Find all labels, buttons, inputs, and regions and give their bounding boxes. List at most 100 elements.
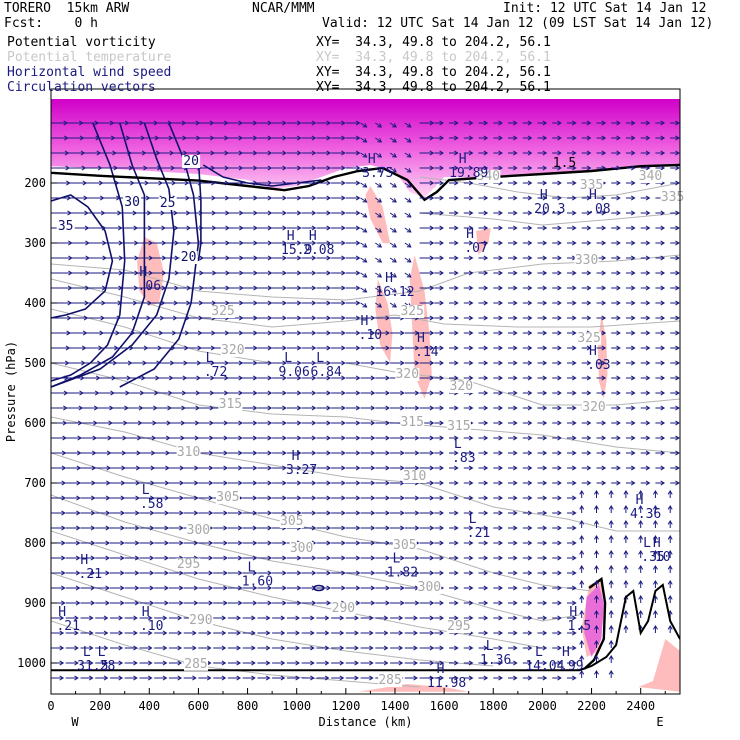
vector-head [593, 595, 599, 600]
vector-shaft [375, 287, 382, 293]
extremum-value: .08 [587, 202, 610, 217]
extremum-marker: H [142, 605, 150, 620]
vector-head [429, 570, 435, 576]
speed-label-bg [123, 195, 142, 209]
vector-head [616, 315, 621, 321]
vector-head [267, 300, 273, 306]
vector-head [630, 405, 636, 411]
vector-head [571, 570, 577, 576]
vector-head [593, 640, 599, 645]
vector-head [527, 435, 533, 441]
vector-head [369, 630, 374, 636]
vector-head [135, 495, 140, 501]
vector-shaft [404, 152, 412, 158]
vector-head [311, 240, 317, 246]
vector-head [483, 240, 489, 246]
vector-head [383, 615, 389, 621]
vector-head [498, 465, 503, 471]
vector-head [542, 315, 548, 321]
vector-head [667, 565, 673, 570]
vector-head [311, 375, 317, 381]
theta-label-bg [574, 254, 599, 267]
vector-head [586, 300, 592, 306]
vector-head [149, 540, 155, 546]
vector-head [267, 435, 273, 441]
vector-head [468, 240, 474, 246]
extremum-value: 1.36 [480, 653, 511, 668]
vector-head [355, 495, 361, 501]
vector-head [429, 600, 435, 606]
y-tick-label: 800 [24, 536, 46, 550]
vector-shaft [360, 122, 367, 128]
vector-head [557, 630, 562, 636]
vector-head [660, 240, 666, 246]
extremum-value: .58 [140, 497, 163, 512]
vector-head [630, 315, 636, 321]
vector-head [326, 225, 332, 231]
vector-head [439, 615, 444, 621]
vector-head [483, 360, 489, 366]
vector-head [238, 480, 243, 486]
vector-head [429, 525, 435, 531]
vector-head [513, 165, 518, 171]
vector-head [630, 270, 636, 276]
vector-head [675, 345, 680, 351]
vector-head [398, 645, 404, 651]
vector-head [593, 490, 599, 495]
vector-head [468, 540, 474, 546]
vector-head [326, 300, 332, 306]
vector-head [221, 645, 227, 651]
extremum-value: .07 [464, 241, 487, 256]
vector-head [571, 435, 577, 441]
vector-head [377, 168, 383, 173]
vector-head [75, 570, 81, 576]
vector-head [660, 330, 666, 336]
vector-head [362, 243, 368, 248]
vector-head [630, 225, 636, 231]
vector-head [593, 550, 599, 555]
vector-head [355, 390, 361, 396]
vector-head [355, 375, 361, 381]
vector-head [75, 585, 81, 591]
vector-head [355, 135, 361, 141]
vector-head [468, 555, 474, 561]
vector-head [282, 180, 287, 186]
vector-head [645, 135, 651, 141]
vector-head [253, 315, 258, 321]
vector-head [324, 660, 330, 666]
vector-head [341, 285, 346, 291]
vector-head [645, 420, 651, 426]
vector-head [267, 210, 273, 216]
vector-head [608, 610, 614, 615]
vector-head [498, 135, 503, 141]
vector-head [103, 615, 109, 621]
vector-head [513, 270, 518, 276]
vector-head [542, 195, 548, 201]
vector-head [439, 495, 444, 501]
vector-head [177, 645, 183, 651]
vector-head [542, 360, 548, 366]
speed-label: 30 [124, 195, 140, 210]
vector-head [385, 600, 390, 606]
vector-head [194, 435, 200, 441]
theta-label-bg [215, 491, 240, 504]
vector-head [134, 570, 140, 576]
extremum-marker: H [589, 188, 597, 203]
vector-head [513, 540, 518, 546]
vector-head [236, 615, 242, 621]
vector-head [324, 615, 330, 621]
vector-head [571, 675, 577, 681]
vector-head [341, 330, 346, 336]
vector-head [601, 135, 607, 141]
vector-head [341, 390, 346, 396]
vector-head [406, 168, 412, 173]
vector-head [385, 570, 390, 576]
vector-head [439, 360, 444, 366]
vector-head [630, 135, 636, 141]
vector-head [280, 630, 286, 636]
vector-head [149, 555, 155, 561]
vector-head [579, 520, 585, 525]
vector-head [483, 615, 489, 621]
vector-head [571, 540, 577, 546]
vector-head [638, 580, 644, 585]
